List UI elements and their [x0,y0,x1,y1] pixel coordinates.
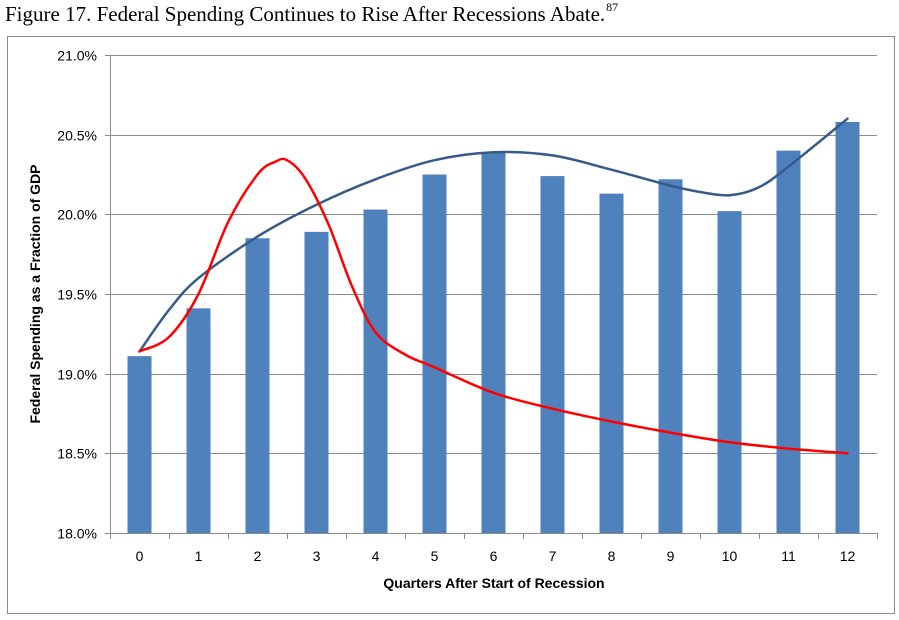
bar-5 [422,174,447,533]
x-tick-label: 5 [431,548,439,564]
figure-title-text: Figure 17. Federal Spending Continues to… [5,2,606,26]
axes [110,55,877,534]
x-tick-label: 11 [781,548,796,564]
bar-3 [304,231,329,534]
y-tick-label: 18.5% [57,446,97,462]
bar-10 [717,211,742,533]
x-tick-label: 2 [254,548,262,564]
bar-1 [186,308,211,533]
trend-line-blue [138,117,849,353]
bar-7 [540,176,565,534]
x-tick-label: 7 [549,548,557,564]
y-tick-label: 19.5% [57,287,97,303]
bar-12 [835,121,860,534]
y-tick-labels: 18.0% 18.5% 19.0% 19.5% 20.0% 20.5% 21.0% [57,48,110,542]
x-tick-label: 3 [313,548,321,564]
trend-lines [138,117,849,455]
x-tick-label: 6 [490,548,498,564]
x-tick-label: 0 [136,548,144,564]
bar-4 [363,209,388,533]
x-tick-label: 8 [608,548,616,564]
figure-title: Figure 17. Federal Spending Continues to… [5,0,619,27]
x-tick-label: 12 [840,548,856,564]
trend-line-red [138,157,849,455]
chart-frame [7,36,895,614]
bar-8 [599,193,624,533]
bar-0 [127,356,152,533]
y-tick-label: 20.0% [57,207,97,223]
x-axis-title: Quarters After Start of Recession [383,575,604,591]
figure-footnote-ref: 87 [606,0,619,14]
y-tick-label: 19.0% [57,367,97,383]
y-tick-label: 20.5% [57,128,97,144]
y-axis-title: Federal Spending as a Fraction of GDP [27,164,43,423]
x-tick-label: 4 [372,548,380,564]
x-tick-label: 10 [722,548,738,564]
bar-2 [245,238,270,533]
x-tick-labels: 0 1 2 3 4 5 6 7 8 9 10 11 12 [110,533,878,564]
bar-11 [776,150,801,533]
y-tick-label: 18.0% [57,526,97,542]
bar-9 [658,179,683,533]
x-tick-label: 1 [195,548,203,564]
y-tick-label: 21.0% [57,48,97,64]
bars [127,121,860,534]
bar-6 [481,152,506,533]
x-tick-label: 9 [667,548,675,564]
